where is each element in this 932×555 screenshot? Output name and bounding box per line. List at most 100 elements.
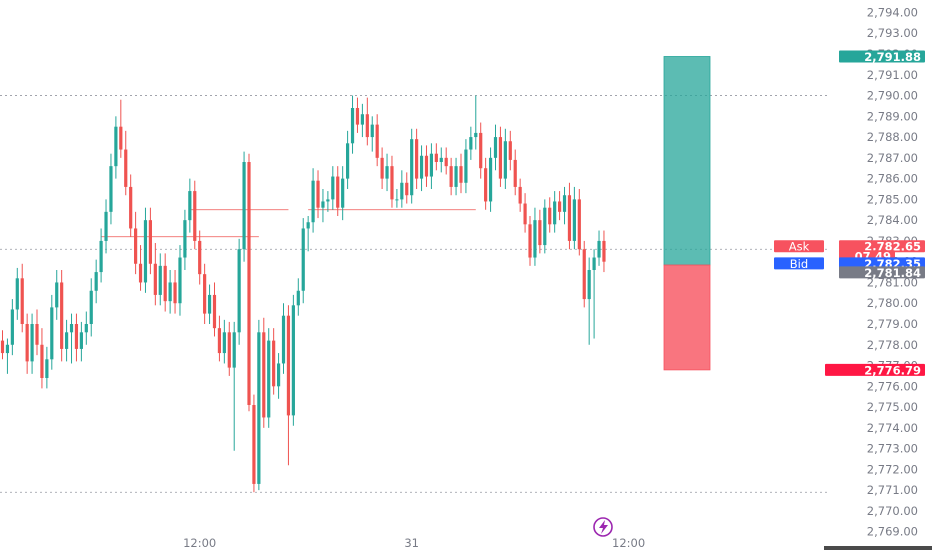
candle-body [198, 240, 202, 275]
candle-body [232, 332, 236, 368]
candle-body [326, 199, 330, 202]
candle [60, 270, 64, 362]
candle-body [99, 240, 103, 273]
candle [390, 155, 394, 208]
price-tick-label: 2,774.00 [867, 421, 918, 435]
price-tick-label: 2,769.00 [867, 525, 918, 539]
candle [138, 245, 143, 291]
candle [316, 170, 320, 219]
candle [311, 168, 315, 233]
candle-body [464, 149, 468, 183]
candle [109, 153, 113, 225]
time-axis[interactable]: 12:00 31 12:00 [183, 536, 932, 550]
candle [439, 147, 443, 173]
candle-body [207, 294, 212, 314]
price-tick-label: 2,786.00 [867, 172, 918, 186]
candle [567, 182, 572, 250]
price-tick-label: 2,771.00 [867, 483, 918, 497]
candle-body [74, 324, 79, 349]
candle-body [64, 332, 69, 349]
candle [577, 189, 581, 256]
candle-body [178, 257, 182, 304]
candle-body [306, 222, 310, 229]
candle [405, 172, 409, 204]
candle [400, 170, 404, 208]
bid-label-tag: Bid [774, 257, 824, 271]
candle-body [390, 166, 394, 200]
candle-body [592, 257, 596, 270]
stop-loss-zone[interactable] [663, 264, 711, 371]
candle [134, 211, 138, 275]
candle [99, 228, 103, 283]
candle [124, 130, 128, 196]
candle [262, 317, 266, 428]
candle-body [479, 132, 483, 169]
candle [163, 253, 167, 312]
candle-body [252, 405, 256, 484]
candle-body [267, 340, 271, 418]
candle-body [350, 108, 355, 144]
candle-body [296, 290, 300, 306]
stop-price-badge-box [825, 363, 925, 376]
price-tick-label: 2,773.00 [867, 442, 918, 456]
candle [217, 315, 222, 362]
candle [346, 130, 350, 189]
candle-body [602, 240, 606, 262]
price-tick-label: 2,787.00 [867, 151, 918, 165]
candle-body [474, 132, 478, 138]
candle [350, 95, 355, 154]
time-axis-handle[interactable] [824, 546, 932, 550]
support-resistance-lines [101, 209, 476, 238]
stop-price-badge-text: 2,776.79 [864, 363, 921, 377]
bid-label-tag-text: Bid [790, 257, 808, 271]
candle-body [129, 186, 133, 229]
candle [355, 97, 360, 133]
candle [464, 139, 468, 194]
candle [129, 174, 133, 237]
last-price-badge-text: 2,781.84 [864, 266, 921, 280]
candle [484, 157, 488, 210]
candle-body [15, 278, 19, 310]
candle-body [355, 108, 360, 125]
candle [341, 166, 345, 221]
profit-target-zone[interactable] [663, 56, 711, 266]
candle [188, 178, 192, 233]
candle-body [557, 201, 562, 212]
stop-price-badge: 2,776.79 [825, 363, 925, 377]
price-tick-label: 2,784.00 [867, 213, 918, 227]
target-price-badge-text: 2,791.88 [864, 50, 921, 64]
candle [553, 191, 557, 233]
candle-body [311, 180, 315, 223]
candle-body [35, 324, 39, 345]
candle-body [385, 166, 389, 179]
candle-body [94, 272, 98, 291]
candle-body [20, 278, 24, 324]
price-tick-label: 2,791.00 [867, 68, 918, 82]
long-position-tool[interactable] [663, 56, 711, 371]
candle [410, 128, 414, 204]
candle [538, 209, 542, 254]
candle [153, 243, 157, 306]
price-tick-label: 2,793.00 [867, 26, 918, 40]
candle-body [84, 324, 88, 333]
candle-body [543, 207, 547, 246]
candle [222, 319, 226, 364]
candle-body [281, 315, 286, 364]
candle-body [30, 324, 34, 362]
candle-body [173, 282, 177, 304]
candle [360, 103, 364, 138]
candle [602, 230, 606, 273]
candle-body [247, 162, 251, 405]
candle [533, 207, 537, 266]
candle-body [484, 168, 488, 202]
candle [212, 282, 217, 337]
price-tick-label: 2,789.00 [867, 109, 918, 123]
candle [84, 311, 88, 345]
candle [203, 263, 207, 324]
candle-body [449, 166, 453, 187]
candle [454, 157, 458, 196]
candle-body [370, 124, 374, 138]
candle-body [109, 166, 113, 212]
